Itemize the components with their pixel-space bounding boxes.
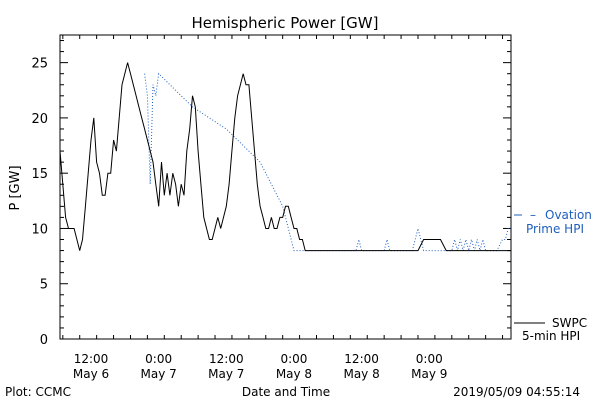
- legend-ovation-name-line2: Prime HPI: [526, 222, 584, 236]
- y-tick-label: 10: [31, 222, 48, 237]
- y-tick-label: 20: [31, 112, 48, 127]
- y-tick-label: 25: [31, 57, 48, 72]
- y-tick-label: 0: [40, 333, 48, 348]
- legend-ovation-dash: –: [530, 208, 536, 222]
- legend-swpc-name: SWPC: [552, 316, 587, 330]
- y-tick-label: 5: [40, 278, 48, 293]
- x-tick-date-label: May 6: [73, 367, 109, 381]
- x-tick-date-label: May 8: [343, 367, 379, 381]
- footer-left: Plot: CCMC: [5, 385, 71, 399]
- x-axis-label: Date and Time: [242, 385, 330, 399]
- x-tick-time-label: 12:00: [209, 352, 244, 366]
- footer-right: 2019/05/09 04:55:14: [453, 385, 580, 399]
- y-tick-label: 15: [31, 167, 48, 182]
- y-axis-label: P [GW]: [8, 165, 23, 210]
- x-tick-date-label: May 8: [276, 367, 312, 381]
- x-tick-date-label: May 9: [411, 367, 447, 381]
- y-axis: 0 5 10 15 20 25: [31, 40, 511, 348]
- series-layer: [59, 62, 511, 252]
- chart-title: Hemispheric Power [GW]: [192, 14, 379, 32]
- x-tick-date-label: May 7: [141, 367, 177, 381]
- x-tick-time-label: 0:00: [280, 352, 307, 366]
- legend-ovation-name: Ovation: [545, 208, 592, 222]
- x-tick-date-label: May 7: [208, 367, 244, 381]
- x-tick-time-label: 12:00: [344, 352, 379, 366]
- x-tick-time-label: 12:00: [74, 352, 109, 366]
- plot-frame: [59, 34, 512, 340]
- x-tick-time-label: 0:00: [416, 352, 443, 366]
- legend-swpc-name-line2: 5-min HPI: [522, 329, 580, 343]
- x-tick-time-label: 0:00: [145, 352, 172, 366]
- series-swpc-line: [59, 62, 511, 252]
- series-ovation-line: [144, 72, 511, 252]
